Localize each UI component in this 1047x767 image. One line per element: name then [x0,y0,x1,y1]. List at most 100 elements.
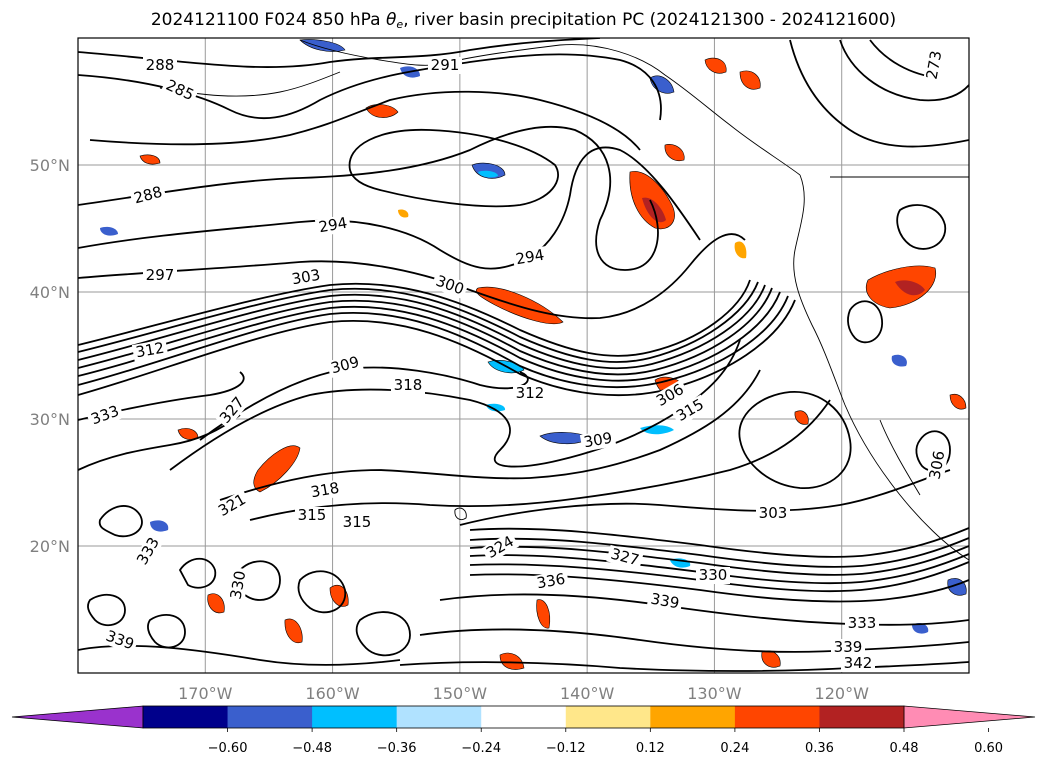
lon-tick-label: 150°W [433,684,488,703]
contour-label: 318 [394,376,423,394]
contour-label-bg [100,626,139,655]
contour-label-bg [923,46,946,84]
tick-labels: 20°N 30°N 40°N 50°N 170°W 160°W 150°W 140°W 130°… [30,156,869,703]
contour-label-bg [756,505,790,522]
contour-label-bg [143,57,177,74]
lat-tick-label: 40°N [30,283,70,302]
lat-tick-label: 20°N [30,537,70,556]
colorbar-label: 0.24 [720,741,749,756]
precip-blob [398,209,409,218]
contour-label: 312 [134,339,165,362]
contour-label: 336 [535,570,566,593]
contour-label-bg [306,479,344,502]
contour-label-bg [481,531,520,564]
precip-blob-negative [299,39,346,52]
contour-line [847,300,883,344]
contour-label-bg [513,385,547,402]
colorbar-extend-high [903,705,1036,729]
colorbar-label: 0.60 [974,741,1003,756]
contour-label-bg [287,266,325,289]
contour-line [78,284,766,370]
contour-label-bg [532,570,570,593]
figure-title: 2024121100 F024 850 hPa θe, river basin … [0,10,1047,31]
contour-label-bg [606,544,644,571]
contour-line [789,39,969,148]
precip-blob [895,280,925,296]
contour-label-bg [646,590,684,613]
contour-label: 303 [759,504,788,522]
contour-label-bg [160,75,199,106]
colorbar-swatch [481,706,567,728]
contour-label: 273 [923,49,946,80]
precip-blob-negative [486,403,506,412]
contour-line [78,299,796,397]
contour-line [419,628,969,653]
contour-line [469,561,969,593]
title-theta-subscript: e [396,18,404,31]
contour-label-bg [671,394,710,427]
contour-label: 312 [516,384,545,402]
contour-label: 309 [582,429,613,452]
colorbar-swatch [227,706,313,728]
contour-label-bg [391,377,425,394]
colorbar-swatch [819,706,905,728]
colorbar-frame [142,705,905,729]
precip-blob-negative [150,520,169,532]
precip-blob [734,241,747,259]
contour-line [469,553,969,585]
contour-label-bg [143,267,177,284]
contour-line [78,53,662,121]
contour-line [78,38,601,68]
contour-label: 294 [514,246,545,269]
contour-label: 291 [431,56,460,74]
colorbar-swatch [312,706,398,728]
contour-line [78,281,759,363]
precip-blob [739,70,761,90]
precip-blob [536,599,551,629]
contour-line [399,661,969,672]
contour-label-bg [926,446,949,484]
precip-blob [949,393,967,410]
contour-line [469,537,969,568]
contour-line [78,125,659,271]
precip-blob [499,652,525,670]
lon-tick-label: 160°W [305,684,360,703]
lon-tick-label: 130°W [687,684,742,703]
contour-line [78,287,773,376]
contour-line [78,291,781,382]
lon-tick-label: 120°W [815,684,870,703]
contour-line [78,233,746,320]
contour-label-bg [131,339,169,362]
colorbar-swatch [565,706,651,728]
title-prefix: 2024121100 F024 850 hPa [150,10,386,30]
contour-label: 330 [227,569,250,600]
colorbar-swatch [650,706,736,728]
title-theta: θ [386,10,397,30]
colorbar-swatch [396,706,482,728]
coastline-alaska [299,39,801,176]
colorbar-label: 0.36 [805,741,834,756]
contour-label: 315 [298,506,327,524]
lat-tick-label: 50°N [30,156,70,175]
precip-blob [794,410,809,425]
contour-line [738,391,852,489]
contour-label-bg [340,514,374,531]
contour-label-bg [214,391,250,429]
precip-blob [704,57,727,74]
precip-blob [664,144,685,161]
contour-label-bg [227,566,250,604]
colorbar-label: −0.48 [292,741,332,756]
contour-label-bg [430,271,469,300]
contour-label-bg [86,401,125,430]
contour-label: 318 [309,479,340,502]
contour-line [459,469,951,526]
contour-line [439,593,969,626]
contour-label: 333 [848,614,877,632]
contour-label-bg [213,489,252,522]
contour-line [348,129,559,208]
precip-blob [253,445,301,493]
precip-blob-negative [891,354,907,367]
coastline-baja [879,419,921,496]
